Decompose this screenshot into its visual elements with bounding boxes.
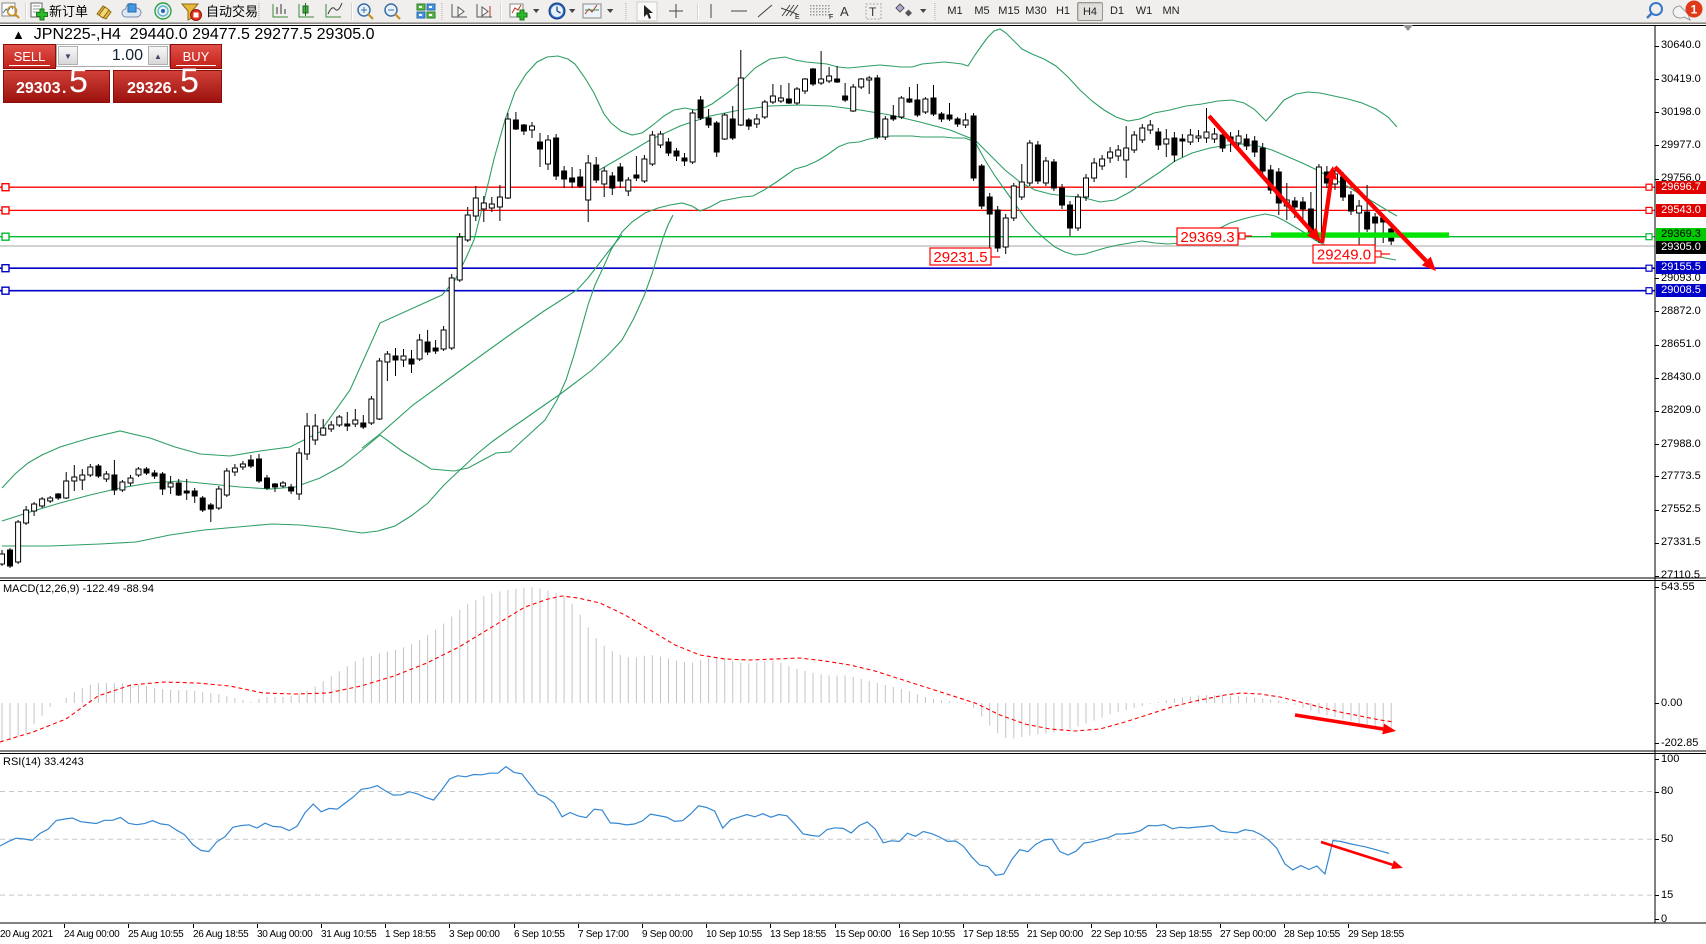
svg-text:新订单: 新订单 bbox=[49, 4, 88, 19]
svg-text:29249.0: 29249.0 bbox=[1317, 246, 1371, 263]
svg-text:A: A bbox=[840, 4, 849, 19]
svg-text:29369.3: 29369.3 bbox=[1180, 229, 1234, 246]
svg-text:T: T bbox=[869, 5, 877, 19]
svg-text:1: 1 bbox=[1691, 3, 1698, 17]
svg-text:29231.5: 29231.5 bbox=[933, 249, 987, 266]
svg-text:E: E bbox=[795, 14, 800, 21]
svg-text:F: F bbox=[829, 14, 833, 21]
svg-text:自动交易: 自动交易 bbox=[206, 4, 258, 19]
